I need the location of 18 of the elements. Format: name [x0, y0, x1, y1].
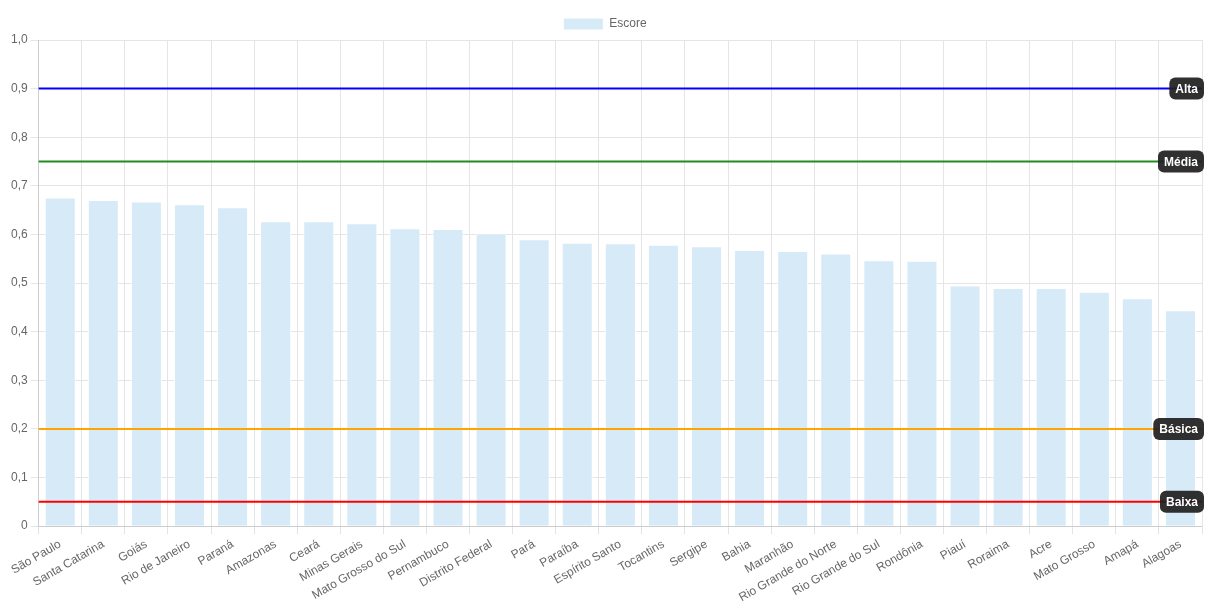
y-tick-label: 0	[20, 518, 28, 533]
y-tick-label: 0,5	[10, 275, 28, 290]
y-tick-label: 1,0	[10, 32, 28, 47]
ref-line-label: Baixa	[1165, 495, 1199, 510]
y-tick-label: 0,6	[10, 226, 28, 241]
ref-line-label: Alta	[1175, 81, 1199, 96]
ref-line-label: Média	[1163, 154, 1199, 169]
y-tick-label: 0,3	[10, 372, 28, 387]
y-tick-label: 0,7	[10, 178, 28, 193]
y-tick-label: 0,9	[10, 80, 28, 95]
legend-label: Escore	[609, 16, 647, 31]
ref-line-label: Básica	[1159, 422, 1199, 437]
y-tick-label: 0,2	[10, 421, 28, 436]
x-tick-label: Acre	[1026, 536, 1055, 562]
x-tick-label: Pará	[508, 536, 538, 562]
y-tick-label: 0,4	[10, 324, 28, 339]
y-tick-label: 0,8	[10, 129, 28, 144]
y-tick-label: 0,1	[10, 469, 28, 484]
